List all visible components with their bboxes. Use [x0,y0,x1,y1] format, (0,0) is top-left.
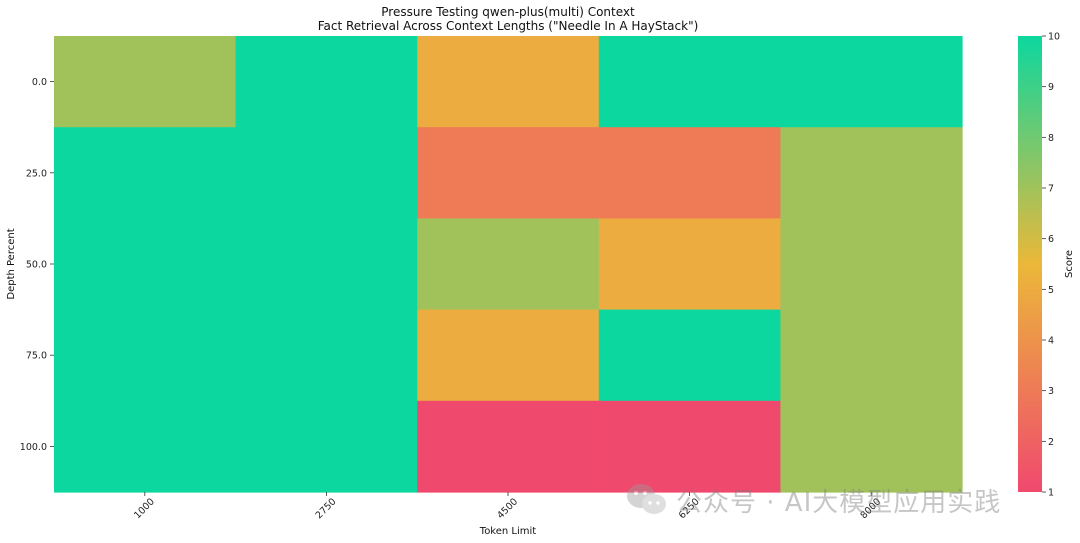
colorbar-tick-label: 6 [1048,234,1054,245]
x-tick-label: 4500 [495,496,520,521]
heatmap-cell [598,127,781,219]
heatmap-cell [598,400,781,493]
heatmap-cell [598,218,781,311]
heatmap-cell [417,309,600,402]
y-tick-labels: 0.0 25.0 50.0 75.0 100.0 [20,77,54,453]
heatmap-cell [598,36,781,128]
colorbar-label: Score [1064,250,1075,278]
heatmap-cell [235,309,418,402]
heatmap-cell [780,127,963,219]
colorbar-tick-label: 1 [1048,488,1054,499]
heatmap-cell [417,127,600,219]
heatmap-cells [54,36,963,493]
colorbar-tick-label: 5 [1048,285,1054,296]
wechat-icon [627,484,666,514]
chart-title: Pressure Testing qwen-plus(multi) Contex… [381,5,635,19]
colorbar-tick-label: 9 [1048,82,1054,93]
y-tick-label: 100.0 [20,442,47,453]
colorbar-tick-label: 2 [1048,437,1054,448]
x-axis-label: Token Limit [479,526,537,537]
heatmap-cell [780,309,963,402]
heatmap-cell [235,400,418,493]
watermark: 公众号 · AI大模型应用实践 [626,478,1001,522]
chart-subtitle: Fact Retrieval Across Context Lengths ("… [318,19,699,33]
heatmap-cell [54,127,237,219]
y-tick-label: 75.0 [26,351,47,362]
watermark-text: 公众号 · AI大模型应用实践 [676,487,1002,518]
heatmap-cell [598,309,781,402]
heatmap-cell [54,309,237,402]
colorbar-tick-label: 4 [1048,336,1054,347]
colorbar-tick-label: 8 [1048,133,1054,144]
colorbar-tick-label: 10 [1048,32,1060,43]
heatmap-cell [235,218,418,311]
x-tick-label: 2750 [314,496,339,521]
heatmap-cell [417,400,600,493]
y-tick-label: 0.0 [32,77,47,88]
heatmap-cell [54,218,237,311]
y-tick-label: 50.0 [26,260,47,271]
heatmap-cell [780,218,963,311]
y-axis-label: Depth Percent [6,228,17,299]
colorbar-tick-label: 3 [1048,386,1054,397]
heatmap-cell [417,218,600,311]
heatmap-cell [780,36,963,128]
heatmap-cell [780,400,963,493]
heatmap-cell [54,400,237,493]
heatmap-cell [235,127,418,219]
x-tick-label: 1000 [132,496,157,521]
y-tick-label: 25.0 [26,168,47,179]
colorbar [1018,36,1042,492]
colorbar-tick-label: 7 [1048,184,1054,195]
heatmap-cell [235,36,418,128]
heatmap-cell [54,36,237,128]
heatmap-cell [417,36,600,128]
colorbar-ticks: 1 2 3 4 5 6 7 8 9 10 [1042,32,1060,499]
